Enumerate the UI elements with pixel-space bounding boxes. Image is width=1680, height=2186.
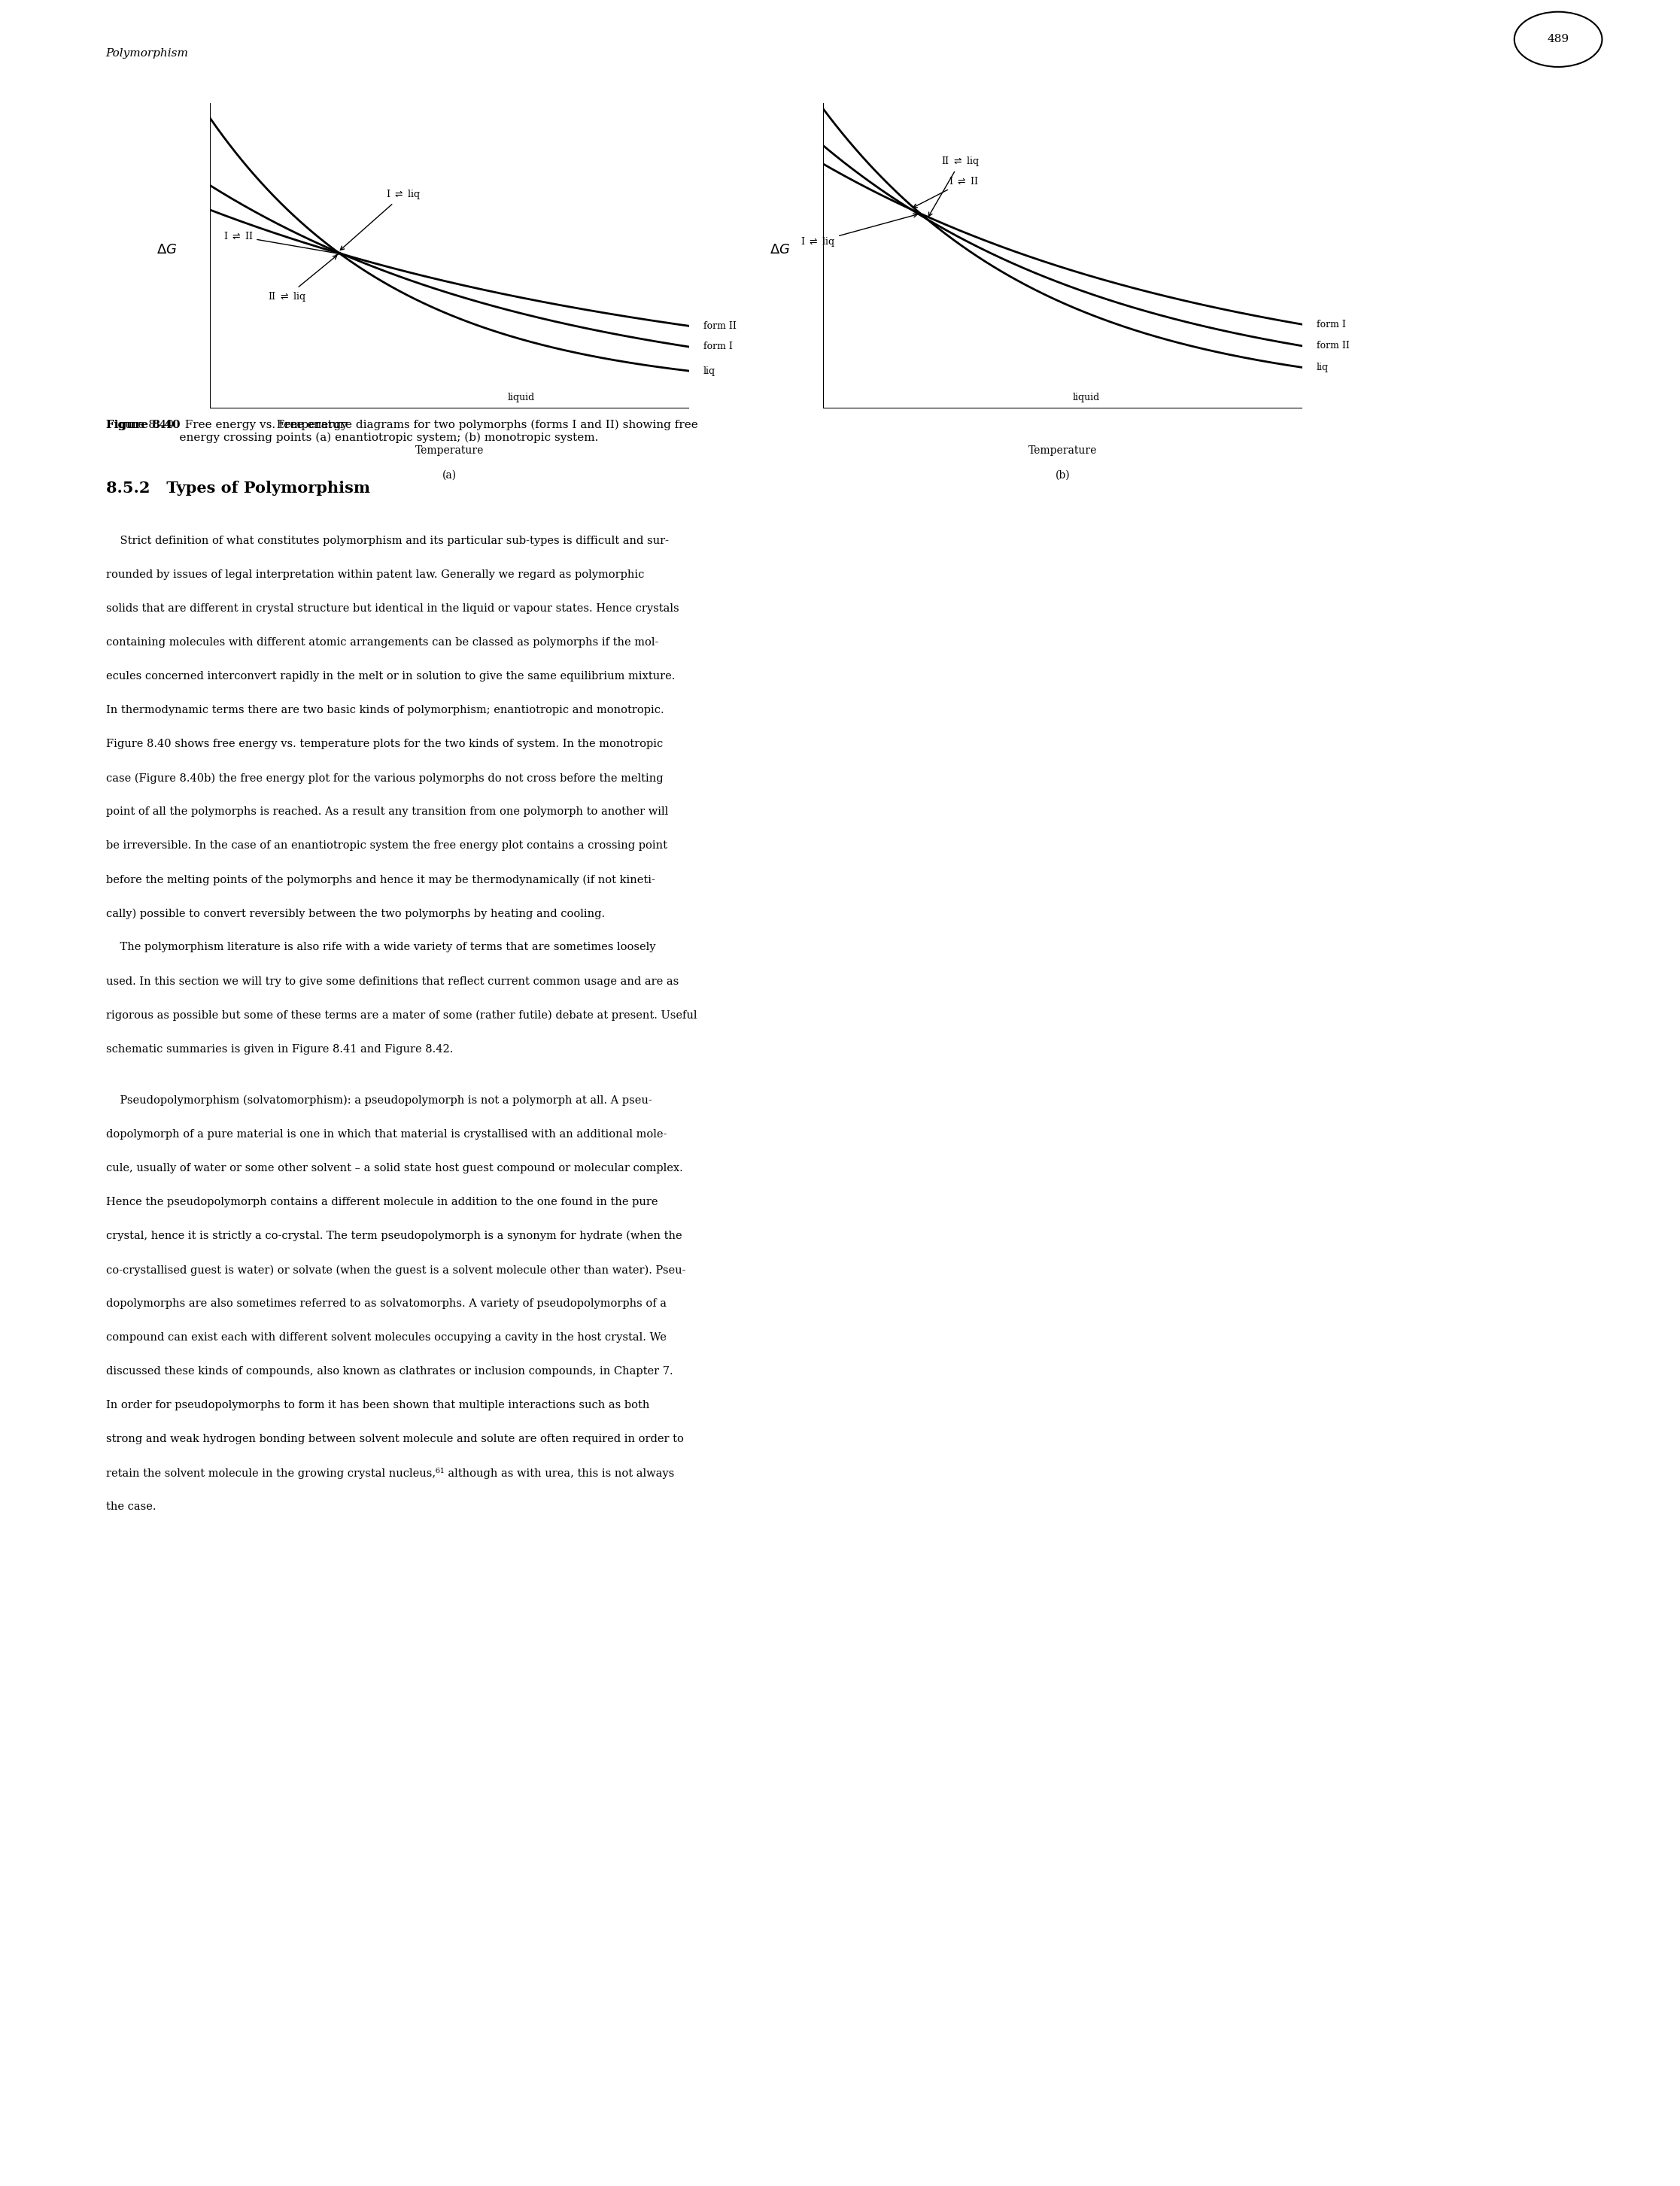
- Text: rounded by issues of legal interpretation within patent law. Generally we regard: rounded by issues of legal interpretatio…: [106, 568, 643, 579]
- Text: $\Delta G$: $\Delta G$: [156, 243, 176, 256]
- Text: the case.: the case.: [106, 1502, 156, 1513]
- Text: liq: liq: [704, 365, 716, 376]
- Text: liquid: liquid: [1074, 393, 1100, 402]
- Text: be irreversible. In the case of an enantiotropic system the free energy plot con: be irreversible. In the case of an enant…: [106, 842, 667, 850]
- Text: Polymorphism: Polymorphism: [106, 48, 188, 59]
- Ellipse shape: [1514, 11, 1603, 68]
- Text: 489: 489: [1547, 35, 1569, 44]
- Text: rigorous as possible but some of these terms are a mater of some (rather futile): rigorous as possible but some of these t…: [106, 1010, 697, 1021]
- Text: form II: form II: [704, 321, 736, 330]
- Text: dopolymorphs are also sometimes referred to as solvatomorphs. A variety of pseud: dopolymorphs are also sometimes referred…: [106, 1298, 667, 1309]
- Text: retain the solvent molecule in the growing crystal nucleus,⁶¹ although as with u: retain the solvent molecule in the growi…: [106, 1469, 674, 1480]
- Text: In order for pseudopolymorphs to form it has been shown that multiple interactio: In order for pseudopolymorphs to form it…: [106, 1401, 648, 1410]
- Text: I $\rightleftharpoons$ liq: I $\rightleftharpoons$ liq: [801, 214, 917, 247]
- Text: Strict definition of what constitutes polymorphism and its particular sub-types : Strict definition of what constitutes po…: [106, 536, 669, 546]
- Text: In thermodynamic terms there are two basic kinds of polymorphism; enantiotropic : In thermodynamic terms there are two bas…: [106, 704, 664, 715]
- Text: before the melting points of the polymorphs and hence it may be thermodynamicall: before the melting points of the polymor…: [106, 874, 655, 885]
- Text: liq: liq: [1317, 363, 1329, 372]
- Text: schematic summaries is given in Figure 8.41 and Figure 8.42.: schematic summaries is given in Figure 8…: [106, 1045, 454, 1054]
- Text: cally) possible to convert reversibly between the two polymorphs by heating and : cally) possible to convert reversibly be…: [106, 909, 605, 918]
- Text: used. In this section we will try to give some definitions that reflect current : used. In this section we will try to giv…: [106, 975, 679, 986]
- Text: Figure 8.40   Free energy vs. temperature diagrams for two polymorphs (forms I a: Figure 8.40 Free energy vs. temperature …: [106, 420, 697, 444]
- Text: form II: form II: [1317, 341, 1349, 350]
- Text: dopolymorph of a pure material is one in which that material is crystallised wit: dopolymorph of a pure material is one in…: [106, 1130, 667, 1139]
- Text: ecules concerned interconvert rapidly in the melt or in solution to give the sam: ecules concerned interconvert rapidly in…: [106, 671, 675, 682]
- Text: point of all the polymorphs is reached. As a result any transition from one poly: point of all the polymorphs is reached. …: [106, 807, 669, 818]
- Text: The polymorphism literature is also rife with a wide variety of terms that are s: The polymorphism literature is also rife…: [106, 942, 655, 953]
- Text: case (Figure 8.40b) the free energy plot for the various polymorphs do not cross: case (Figure 8.40b) the free energy plot…: [106, 774, 664, 783]
- Text: co-crystallised guest is water) or solvate (when the guest is a solvent molecule: co-crystallised guest is water) or solva…: [106, 1264, 685, 1274]
- Text: Hence the pseudopolymorph contains a different molecule in addition to the one f: Hence the pseudopolymorph contains a dif…: [106, 1198, 657, 1207]
- Text: I $\rightleftharpoons$ II: I $\rightleftharpoons$ II: [914, 177, 978, 208]
- Text: containing molecules with different atomic arrangements can be classed as polymo: containing molecules with different atom…: [106, 638, 659, 647]
- Text: form I: form I: [1317, 319, 1346, 330]
- Text: Temperature: Temperature: [415, 446, 484, 457]
- Text: liquid: liquid: [507, 393, 534, 402]
- Text: $\Delta G$: $\Delta G$: [769, 243, 790, 256]
- Text: Free energy: Free energy: [265, 420, 351, 431]
- Text: II $\rightleftharpoons$ liq: II $\rightleftharpoons$ liq: [929, 155, 979, 216]
- Text: Pseudopolymorphism (solvatomorphism): a pseudopolymorph is not a polymorph at al: Pseudopolymorphism (solvatomorphism): a …: [106, 1095, 652, 1106]
- Text: crystal, hence it is strictly a co-crystal. The term pseudopolymorph is a synony: crystal, hence it is strictly a co-cryst…: [106, 1231, 682, 1242]
- Text: 8.5.2   Types of Polymorphism: 8.5.2 Types of Polymorphism: [106, 481, 370, 496]
- Text: Figure 8.40: Figure 8.40: [106, 420, 180, 431]
- Text: solids that are different in crystal structure but identical in the liquid or va: solids that are different in crystal str…: [106, 603, 679, 614]
- Text: II $\rightleftharpoons$ liq: II $\rightleftharpoons$ liq: [267, 256, 338, 304]
- Text: Temperature: Temperature: [1028, 446, 1097, 457]
- Text: strong and weak hydrogen bonding between solvent molecule and solute are often r: strong and weak hydrogen bonding between…: [106, 1434, 684, 1445]
- Text: Figure 8.40 shows free energy vs. temperature plots for the two kinds of system.: Figure 8.40 shows free energy vs. temper…: [106, 739, 664, 750]
- Text: compound can exist each with different solvent molecules occupying a cavity in t: compound can exist each with different s…: [106, 1331, 667, 1342]
- Text: cule, usually of water or some other solvent – a solid state host guest compound: cule, usually of water or some other sol…: [106, 1163, 682, 1174]
- Text: (a): (a): [442, 470, 457, 481]
- Text: (b): (b): [1055, 470, 1070, 481]
- Text: I $\rightleftharpoons$ liq: I $\rightleftharpoons$ liq: [341, 188, 420, 249]
- Text: discussed these kinds of compounds, also known as clathrates or inclusion compou: discussed these kinds of compounds, also…: [106, 1366, 672, 1377]
- Text: I $\rightleftharpoons$ II: I $\rightleftharpoons$ II: [223, 232, 339, 256]
- Text: form I: form I: [704, 341, 732, 352]
